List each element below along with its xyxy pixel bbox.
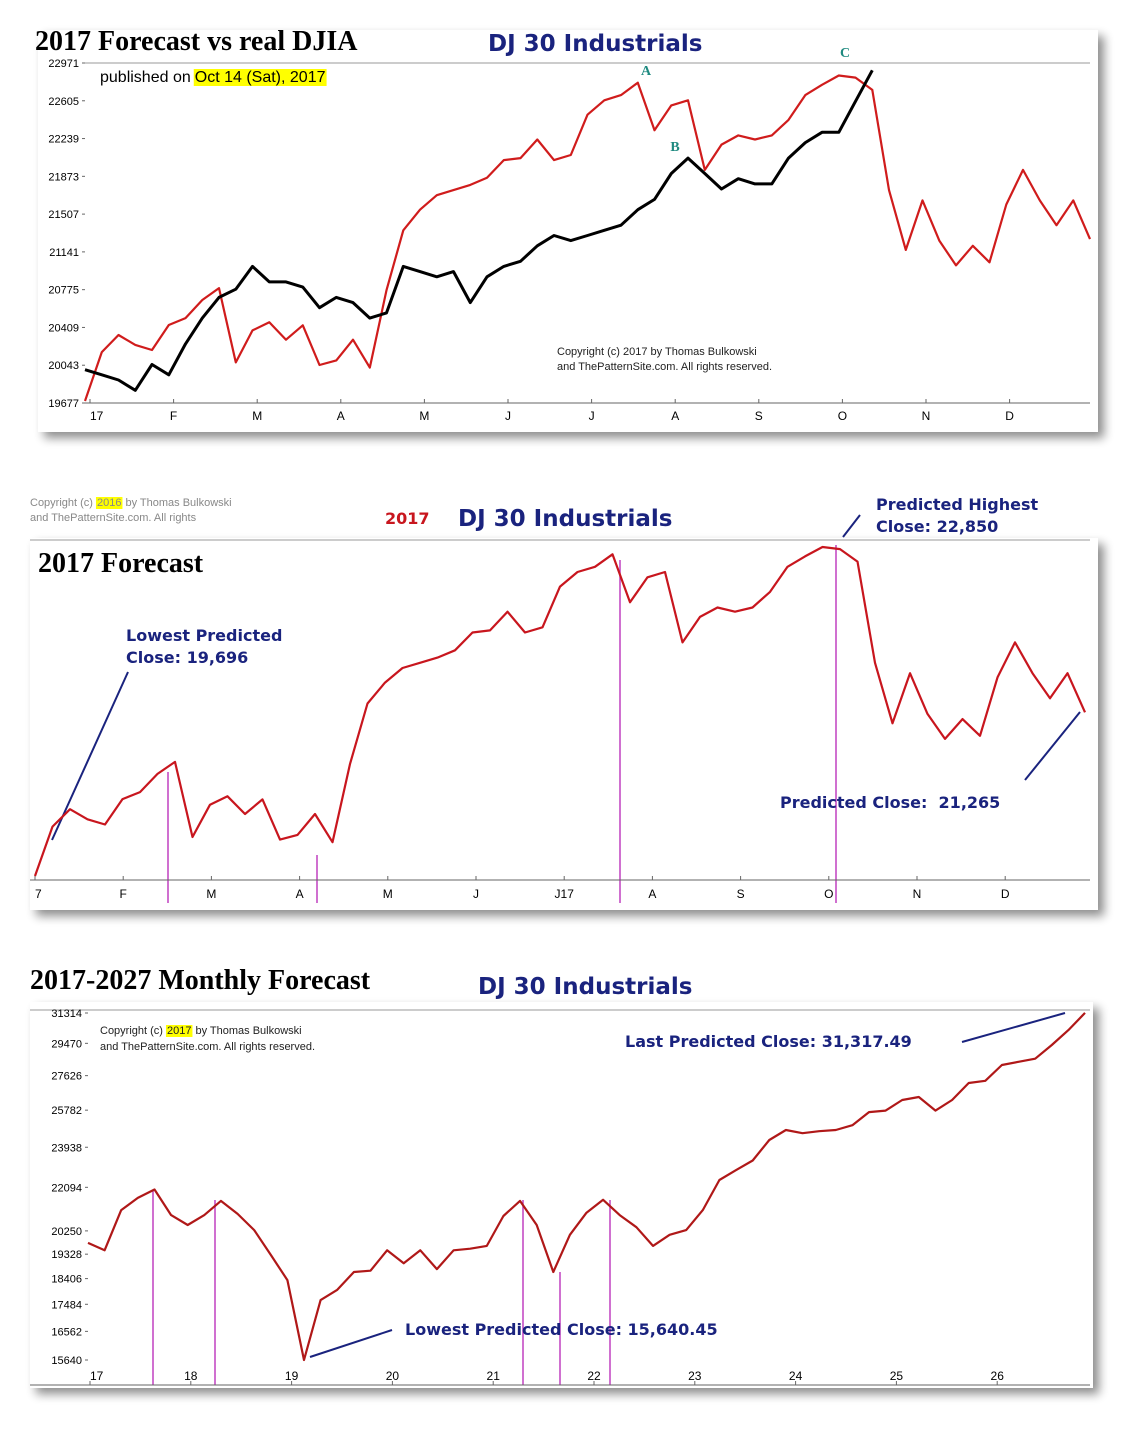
panel (38, 30, 1098, 432)
x-tick-label: 18 (184, 1369, 198, 1383)
x-tick-label: A (648, 887, 656, 901)
annotation: Close: 22,850 (876, 517, 998, 536)
x-tick-label: 21 (487, 1369, 501, 1383)
series-line (84, 69, 874, 392)
x-tick-label: S (737, 887, 745, 901)
text: published on (100, 69, 191, 86)
y-tick-label: 22239 (48, 134, 79, 146)
y-tick-label: 15640 (51, 1355, 82, 1367)
x-tick-label: N (922, 409, 931, 423)
annotation: A (641, 64, 652, 79)
text: by Thomas Bulkowski (195, 1025, 301, 1037)
x-tick-label: O (838, 409, 847, 423)
year-label: 2017 (385, 509, 430, 528)
chart-subtitle: DJ 30 Industrials (488, 31, 702, 57)
marker-lines (152, 545, 837, 1385)
chart-title: 2017 Forecast (38, 548, 204, 579)
text: Copyright (c) (30, 497, 93, 509)
y-tick-label: 19328 (51, 1249, 82, 1261)
chart-title: 2017-2027 Monthly Forecast (30, 965, 371, 996)
y-tick-label: 27626 (51, 1071, 82, 1083)
annotation: Lowest Predicted Close: 15,640.45 (405, 1320, 718, 1339)
chart-subtitle: DJ 30 Industrials (478, 974, 692, 1000)
x-tick-label: M (419, 409, 429, 423)
pointer-lines (51, 514, 1081, 1358)
x-tick-label: 7 (35, 887, 42, 901)
copyright: and ThePatternSite.com. All rights reser… (557, 361, 772, 373)
text: 2016 (97, 497, 121, 509)
highlight (95, 497, 123, 509)
series-line (87, 1012, 1086, 1362)
x-tick-label: 17 (90, 1369, 104, 1383)
y-tick-label: 19677 (48, 398, 79, 410)
x-tick-label: A (296, 887, 304, 901)
x-tick-label: 26 (991, 1369, 1005, 1383)
panel (30, 1002, 1093, 1388)
annotation: Close: 19,696 (126, 648, 248, 667)
x-tick-label: M (252, 409, 262, 423)
text: by Thomas Bulkowski (125, 497, 231, 509)
y-tick-label: 20043 (48, 360, 79, 372)
x-tick-label: A (671, 409, 679, 423)
y-tick-label: 18406 (51, 1274, 82, 1286)
series-line (33, 545, 1087, 877)
y-tick-label: 21507 (48, 209, 79, 221)
x-tick-label: 17 (90, 409, 104, 423)
x-tick-label: M (206, 887, 216, 901)
x-tick-label: 20 (386, 1369, 400, 1383)
y-tick-label: 20775 (48, 285, 79, 297)
annotation: Predicted Close: 21,265 (780, 793, 1000, 812)
annotation: Last Predicted Close: 31,317.49 (625, 1032, 912, 1051)
x-tick-label: F (120, 887, 127, 901)
y-tick-label: 20409 (48, 322, 79, 334)
y-tick-label: 17484 (51, 1299, 82, 1311)
text: 2017 (167, 1025, 191, 1037)
x-tick-label: M (383, 887, 393, 901)
x-tick-label: J (473, 887, 479, 901)
x-tick-label: 25 (890, 1369, 904, 1383)
annotation: Lowest Predicted (126, 626, 282, 645)
x-tick-label: D (1005, 409, 1014, 423)
y-tick-label: 22605 (48, 96, 79, 108)
y-tick-label: 21141 (49, 247, 79, 259)
x-tick-label: F (170, 409, 177, 423)
series-line (83, 74, 1092, 402)
y-tick-label: 25782 (51, 1105, 82, 1117)
y-tick-label: 21873 (48, 171, 79, 183)
x-tick-label: 22 (587, 1369, 601, 1383)
y-tick-label: 20250 (51, 1226, 82, 1238)
chart-subtitle: DJ 30 Industrials (458, 506, 672, 532)
highlight (193, 69, 327, 86)
y-tick-label: 16562 (51, 1326, 82, 1338)
x-tick-label: J (505, 409, 511, 423)
x-tick-label: O (824, 887, 833, 901)
text: Copyright (c) (100, 1025, 163, 1037)
x-tick-label: N (913, 887, 922, 901)
y-tick-label: 22971 (48, 58, 79, 70)
x-tick-label: D (1001, 887, 1010, 901)
x-tick-label: A (337, 409, 345, 423)
y-tick-label: 29470 (51, 1038, 82, 1050)
copyright: and ThePatternSite.com. All rights (30, 512, 197, 524)
highlight (165, 1025, 193, 1037)
y-tick-label: 22094 (51, 1182, 82, 1194)
x-tick-label: 24 (789, 1369, 803, 1383)
copyright: Copyright (c) 2017 by Thomas Bulkowski (557, 346, 757, 358)
annotation: C (840, 46, 850, 61)
y-tick-label: 31314 (51, 1008, 82, 1020)
x-tick-label: S (755, 409, 763, 423)
annotation: B (670, 140, 679, 155)
copyright: and ThePatternSite.com. All rights reser… (100, 1041, 315, 1053)
x-tick-label: J17 (555, 887, 575, 901)
x-tick-label: 19 (285, 1369, 299, 1383)
x-tick-label: 23 (688, 1369, 702, 1383)
annotation: Predicted Highest (876, 495, 1039, 514)
y-tick-label: 23938 (51, 1142, 82, 1154)
x-tick-label: J (589, 409, 595, 423)
text: Oct 14 (Sat), 2017 (195, 69, 326, 86)
chart-title: 2017 Forecast vs real DJIA (35, 26, 358, 57)
panel (30, 538, 1098, 910)
